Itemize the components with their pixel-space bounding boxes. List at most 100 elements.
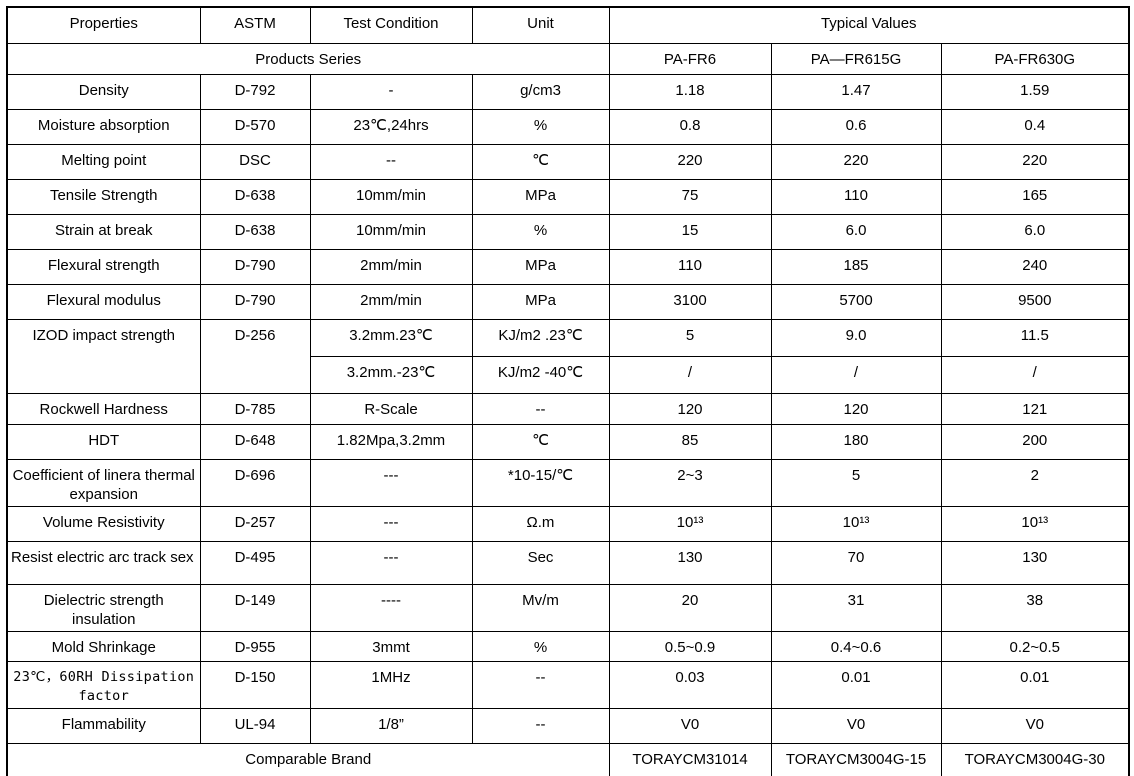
astm-cell: D-955 [199,630,311,662]
astm-cell: D-696 [199,458,311,507]
property-cell: Density [6,73,201,110]
value-cell: 121 [940,392,1130,425]
value-cell: 38 [940,583,1130,632]
unit-cell: -- [471,660,610,709]
comparable-brand-value: TORAYCM31014 [608,742,772,776]
value-cell: 1.18 [608,73,772,110]
value-cell: 1.59 [940,73,1130,110]
value-cell: 75 [608,178,772,215]
value-cell: 20 [608,583,772,632]
test-condition-cell: - [309,73,473,110]
row-izod-impact-23c: IZOD impact strength D-256 3.2mm.23℃ KJ/… [6,318,1130,394]
comparable-brand-label: Comparable Brand [6,742,610,776]
astm-cell: D-638 [199,213,311,250]
value-cell: 10¹³ [608,505,772,542]
row-volume-resistivity: Volume Resistivity D-257 --- Ω.m 10¹³ 10… [6,505,1130,542]
products-series-label: Products Series [6,42,610,75]
property-cell: Volume Resistivity [6,505,201,542]
value-cell: / [940,355,1130,394]
test-condition-cell: 2mm/min [309,283,473,320]
row-izod-impact-minus23c: 3.2mm.-23℃ KJ/m2 -40℃ / / / [7,355,1130,394]
material-properties-table: Properties ASTM Test Condition Unit Typi… [6,6,1131,776]
test-condition-cell: 10mm/min [309,213,473,250]
property-cell: Flammability [6,707,201,744]
value-cell: 110 [770,178,942,215]
astm-cell: D-785 [199,392,311,425]
row-coefficient-thermal-expansion: Coefficient of linera thermal expansion … [6,458,1130,507]
value-cell: 6.0 [770,213,942,250]
column-header-test-condition: Test Condition [309,6,473,44]
value-cell: 0.4 [940,108,1130,145]
value-cell: 11.5 [940,318,1130,357]
astm-cell: D-150 [199,660,311,709]
value-cell: 9.0 [770,318,942,357]
unit-cell: MPa [471,283,610,320]
test-condition-cell: 3.2mm.-23℃ [309,355,473,394]
property-cell: Strain at break [6,213,201,250]
property-cell: Rockwell Hardness [6,392,201,425]
value-cell: 10¹³ [940,505,1130,542]
test-condition-cell: 1/8” [309,707,473,744]
value-cell: V0 [608,707,772,744]
unit-cell: g/cm3 [471,73,610,110]
value-cell: 3100 [608,283,772,320]
property-cell: Coefficient of linera thermal expansion [6,458,201,507]
astm-cell: D-638 [199,178,311,215]
row-dissipation-factor: 23℃，60RH Dissipation factor D-150 1MHz -… [6,660,1130,709]
value-cell: 220 [608,143,772,180]
astm-cell: D-790 [199,283,311,320]
value-cell: 15 [608,213,772,250]
value-cell: 2~3 [608,458,772,507]
unit-cell: ℃ [471,423,610,460]
test-condition-cell: R-Scale [309,392,473,425]
unit-cell: ℃ [471,143,610,180]
value-cell: 220 [770,143,942,180]
column-header-properties: Properties [6,6,201,44]
value-cell: 1.47 [770,73,942,110]
value-cell: 130 [608,540,772,585]
value-cell: 9500 [940,283,1130,320]
unit-cell: KJ/m2 .23℃ [471,318,610,357]
value-cell: 0.01 [940,660,1130,709]
value-cell: 120 [608,392,772,425]
property-cell: Melting point [6,143,201,180]
value-cell: 0.4~0.6 [770,630,942,662]
row-melting-point: Melting point DSC -- ℃ 220 220 220 [6,143,1130,180]
value-cell: 2 [940,458,1130,507]
row-flexural-strength: Flexural strength D-790 2mm/min MPa 110 … [6,248,1130,285]
astm-cell: D-648 [199,423,311,460]
value-cell: 0.5~0.9 [608,630,772,662]
test-condition-cell: --- [309,505,473,542]
row-dielectric-strength: Dielectric strength insulation D-149 ---… [6,583,1130,632]
value-cell: 220 [940,143,1130,180]
property-cell: Flexural modulus [6,283,201,320]
test-condition-cell: 23℃,24hrs [309,108,473,145]
unit-cell: MPa [471,248,610,285]
value-cell: 0.03 [608,660,772,709]
value-cell: V0 [770,707,942,744]
astm-cell: D-570 [199,108,311,145]
row-mold-shrinkage: Mold Shrinkage D-955 3mmt % 0.5~0.9 0.4~… [6,630,1130,662]
value-cell: 0.2~0.5 [940,630,1130,662]
astm-cell: D-149 [199,583,311,632]
unit-cell: % [471,108,610,145]
astm-cell: D-257 [199,505,311,542]
row-resist-electric-arc: Resist electric arc track sex D-495 --- … [6,540,1130,585]
value-cell: / [770,355,942,394]
row-flexural-modulus: Flexural modulus D-790 2mm/min MPa 3100 … [6,283,1130,320]
comparable-brand-value: TORAYCM3004G-30 [940,742,1130,776]
value-cell: 200 [940,423,1130,460]
row-flammability: Flammability UL-94 1/8” -- V0 V0 V0 [6,707,1130,744]
unit-cell: -- [471,392,610,425]
property-cell: 23℃，60RH Dissipation factor [6,660,201,709]
value-cell: 180 [770,423,942,460]
column-header-typical-values: Typical Values [608,6,1130,44]
value-cell: 165 [940,178,1130,215]
value-cell: 0.6 [770,108,942,145]
value-cell: 6.0 [940,213,1130,250]
astm-cell: DSC [199,143,311,180]
astm-cell: D-790 [199,248,311,285]
value-cell: V0 [940,707,1130,744]
unit-cell: Mv/m [471,583,610,632]
